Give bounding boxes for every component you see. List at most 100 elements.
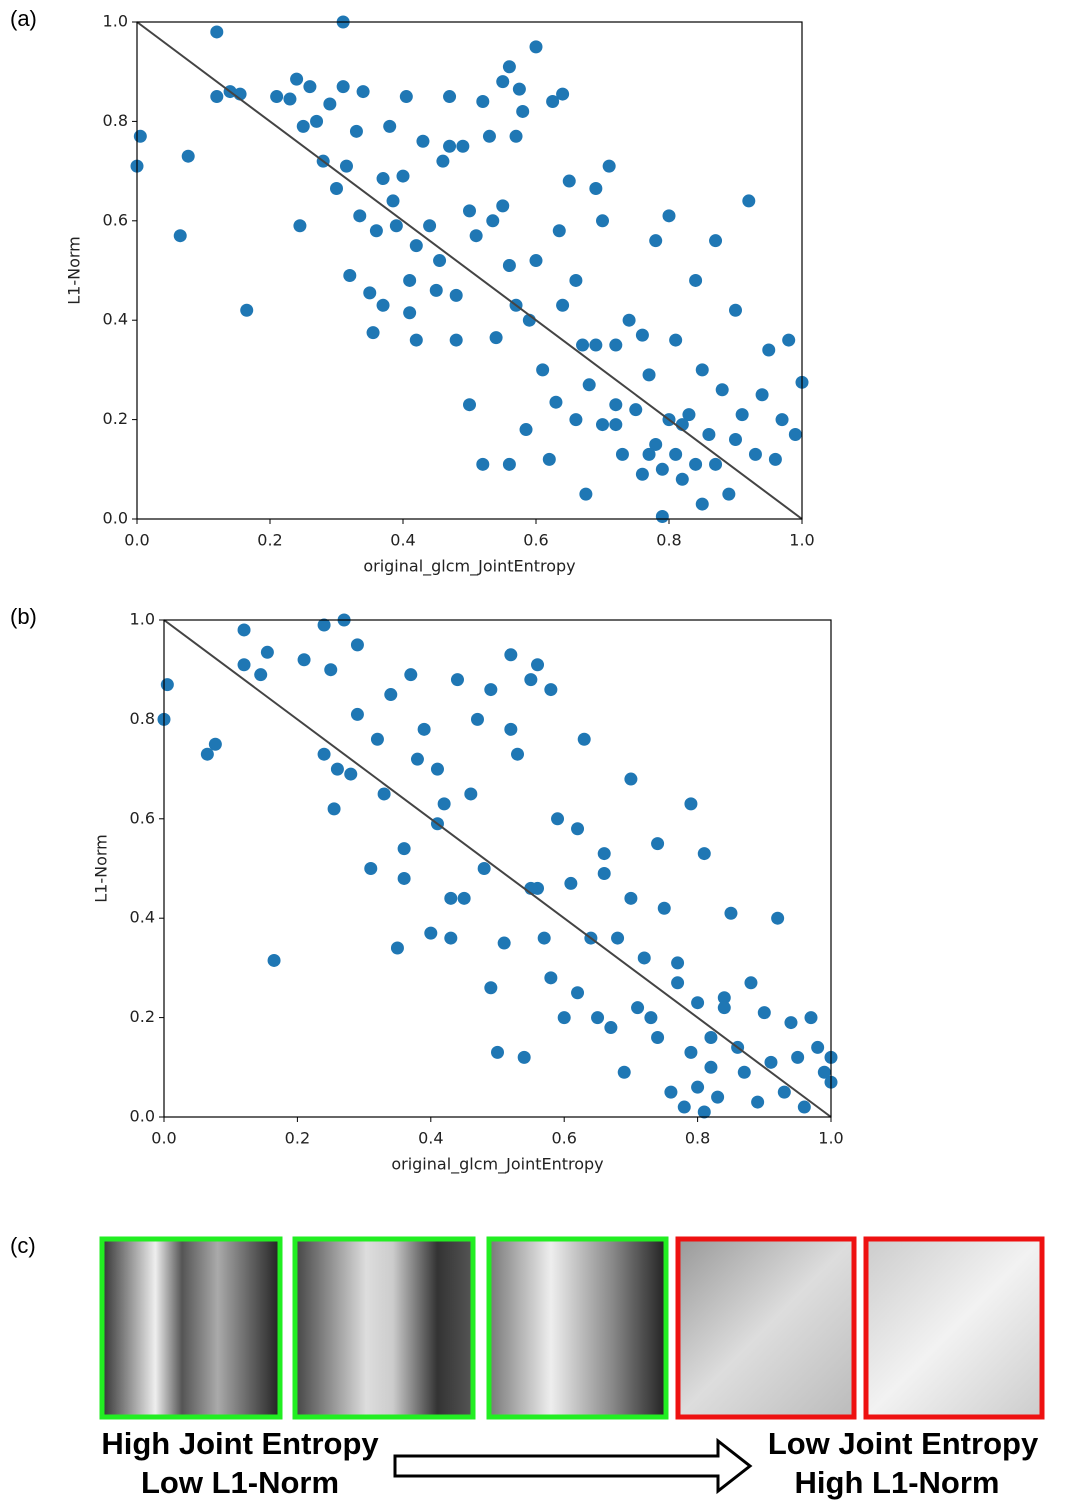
point: [491, 1045, 504, 1059]
point: [436, 154, 450, 168]
point: [327, 802, 341, 816]
point: [624, 772, 638, 786]
point: [417, 722, 431, 736]
point: [642, 447, 656, 461]
point: [160, 678, 174, 692]
caption: Low L1-Norm: [141, 1465, 339, 1500]
point: [551, 812, 565, 826]
x-tick-label: 0.2: [257, 531, 282, 550]
point: [649, 234, 663, 248]
point: [591, 1011, 605, 1025]
point: [817, 1065, 831, 1079]
point: [682, 408, 696, 422]
point: [589, 181, 603, 195]
point: [784, 1016, 798, 1030]
y-tick-label: 0.2: [103, 409, 128, 428]
x-tick-label: 0.0: [124, 531, 149, 550]
point: [384, 688, 398, 702]
point: [602, 159, 616, 173]
point: [717, 991, 731, 1005]
point: [173, 229, 187, 243]
point: [691, 996, 705, 1010]
point: [283, 92, 297, 106]
point: [571, 822, 585, 836]
point: [383, 119, 397, 133]
point: [339, 159, 353, 173]
point: [512, 82, 526, 96]
point: [642, 368, 656, 382]
point: [397, 871, 411, 885]
y-tick-label: 0.0: [130, 1107, 155, 1126]
point: [350, 638, 364, 652]
point: [596, 214, 609, 228]
point: [596, 418, 609, 432]
point: [324, 663, 338, 677]
point: [376, 298, 390, 312]
point: [729, 303, 742, 317]
point: [655, 462, 669, 476]
point: [549, 395, 563, 409]
point: [691, 1080, 705, 1094]
point: [323, 97, 337, 111]
point: [589, 338, 603, 352]
point: [200, 747, 214, 761]
point: [270, 90, 284, 104]
point: [797, 1100, 811, 1114]
point: [629, 403, 643, 417]
x-tick-label: 0.6: [523, 531, 548, 550]
point: [669, 447, 683, 461]
panel-label: (a): [10, 6, 37, 31]
point: [463, 204, 476, 218]
point: [356, 85, 370, 99]
point: [450, 673, 464, 687]
point: [416, 134, 430, 148]
point: [651, 1030, 665, 1044]
point: [502, 60, 516, 74]
point: [557, 1011, 571, 1025]
point: [403, 306, 417, 320]
point: [597, 847, 611, 861]
point: [349, 124, 363, 138]
point: [782, 333, 796, 347]
point: [582, 378, 596, 392]
x-tick-label: 0.0: [151, 1129, 176, 1148]
point: [649, 437, 663, 451]
point: [449, 333, 463, 347]
point: [293, 219, 307, 233]
point: [496, 75, 510, 89]
point: [502, 457, 516, 471]
point: [344, 767, 358, 781]
x-axis-label: original_glcm_JointEntropy: [363, 557, 575, 577]
point: [486, 214, 500, 228]
point: [564, 876, 578, 890]
point: [717, 1001, 731, 1015]
point: [449, 288, 463, 302]
point: [496, 199, 510, 213]
point: [704, 1030, 718, 1044]
point: [655, 510, 669, 524]
x-tick-label: 0.8: [685, 1129, 710, 1148]
point: [504, 722, 518, 736]
image-tile: [675, 1236, 857, 1420]
point: [762, 343, 776, 357]
image-tile: [99, 1236, 283, 1420]
point: [569, 273, 583, 287]
y-tick-label: 0.6: [103, 210, 128, 229]
x-tick-label: 0.6: [551, 1129, 576, 1148]
point: [777, 1085, 791, 1099]
caption: High L1-Norm: [795, 1465, 1000, 1500]
point: [675, 472, 689, 486]
point: [502, 259, 516, 273]
point: [811, 1040, 825, 1054]
point: [443, 90, 457, 104]
point: [424, 926, 438, 940]
point: [635, 328, 649, 342]
point: [369, 224, 383, 238]
point: [386, 194, 400, 208]
point: [735, 408, 749, 422]
point: [671, 976, 685, 990]
point: [511, 747, 525, 761]
point: [433, 254, 447, 268]
